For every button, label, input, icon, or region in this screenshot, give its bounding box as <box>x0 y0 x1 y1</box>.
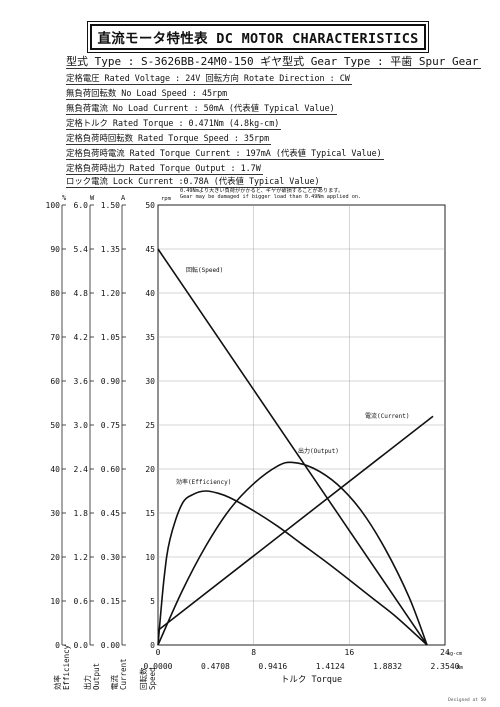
output-tick-label: 4.8 <box>74 289 89 298</box>
current-tick-label: 0.60 <box>101 465 120 474</box>
output-tick-label: 4.2 <box>74 333 89 342</box>
speed-tick-label: 35 <box>145 333 155 342</box>
efficiency-tick-label: 60 <box>50 377 60 386</box>
efficiency-tick-label: 90 <box>50 245 60 254</box>
current-tick-label: 1.05 <box>101 333 120 342</box>
series-label-2: 出力(Output) <box>298 447 339 455</box>
series-label-1: 電流(Current) <box>365 412 410 420</box>
speed-tick-label: 30 <box>145 377 155 386</box>
spec-no-load-speed: 無負荷回転数 No Load Speed : 45rpm <box>66 88 230 100</box>
output-tick-label: 3.6 <box>74 377 89 386</box>
efficiency-tick-label: 100 <box>46 201 61 210</box>
output-axis-header: W <box>90 194 95 202</box>
output-tick-label: 6.0 <box>74 201 89 210</box>
efficiency-tick-label: 30 <box>50 509 60 518</box>
x-tick-kgcm: 8 <box>251 648 256 657</box>
series-line-1 <box>157 415 434 631</box>
current-tick-label: 1.50 <box>101 201 120 210</box>
speed-tick-label: 40 <box>145 289 155 298</box>
series-label-0: 回転(Speed) <box>186 266 223 274</box>
speed-tick-label: 25 <box>145 421 155 430</box>
spec-rated-torque-output: 定格負荷時出力 Rated Torque Output : 1.7W <box>66 163 263 175</box>
x-unit-kgcm: kg-cm <box>447 651 462 657</box>
speed-tick-label: 45 <box>145 245 155 254</box>
current-axis-name-en: Current <box>119 658 128 690</box>
gear-warning-jp: 0.49Nmより大きい負荷がかかると、ギヤが破損することがあります。 <box>180 188 344 194</box>
x-tick-nm: 1.8832 <box>373 662 402 671</box>
speed-tick-label: 5 <box>150 597 155 606</box>
series-label-3: 効率(Efficiency) <box>176 478 231 486</box>
current-tick-label: 0.75 <box>101 421 120 430</box>
page-title: 直流モータ特性表 DC MOTOR CHARACTERISTICS <box>90 24 426 50</box>
gear-warning-en: Gear may be damaged if bigger load than … <box>180 194 362 200</box>
output-tick-label: 5.4 <box>74 245 89 254</box>
efficiency-tick-label: 20 <box>50 553 60 562</box>
output-tick-label: 2.4 <box>74 465 89 474</box>
x-axis-label: トルク Torque <box>281 675 342 685</box>
spec-rated-torque-current: 定格負荷時電流 Rated Torque Current : 197mA (代表… <box>66 148 384 160</box>
current-tick-label: 1.35 <box>101 245 120 254</box>
current-axis-header: A <box>121 194 126 202</box>
output-axis-name-en: Output <box>92 663 101 690</box>
x-tick-nm: 0.4708 <box>201 662 230 671</box>
x-tick-nm: 0.0000 <box>144 662 173 671</box>
efficiency-tick-label: 10 <box>50 597 60 606</box>
efficiency-tick-label: 0 <box>55 641 60 650</box>
speed-tick-label: 0 <box>150 641 155 650</box>
efficiency-tick-label: 70 <box>50 333 60 342</box>
current-tick-label: 0.45 <box>101 509 120 518</box>
speed-tick-label: 10 <box>145 553 155 562</box>
efficiency-tick-label: 80 <box>50 289 60 298</box>
series-line-0 <box>157 248 428 646</box>
x-tick-nm: 1.4124 <box>316 662 345 671</box>
speed-tick-label: 15 <box>145 509 155 518</box>
footer-note: Designed at 50 <box>448 698 486 703</box>
spec-type: 型式 Type : S-3626BB-24M0-150 ギヤ型式 Gear Ty… <box>66 55 481 69</box>
output-tick-label: 3.0 <box>74 421 89 430</box>
efficiency-tick-label: 50 <box>50 421 60 430</box>
efficiency-tick-label: 40 <box>50 465 60 474</box>
x-tick-kgcm: 24 <box>440 648 450 657</box>
spec-lock-current: ロック電流 Lock Current :0.78A (代表値 Typical V… <box>66 176 322 188</box>
efficiency-axis-header: % <box>62 194 67 202</box>
spec-no-load-current: 無負荷電流 No Load Current : 50mA (代表値 Typica… <box>66 103 337 115</box>
output-tick-label: 1.2 <box>74 553 89 562</box>
current-axis-name-jp: 電流 <box>109 675 119 690</box>
spec-rated-torque: 定格トルク Rated Torque : 0.471Nm (4.8kg-cm) <box>66 118 282 130</box>
output-tick-label: 1.8 <box>74 509 89 518</box>
series-line-3 <box>157 490 428 646</box>
x-unit-nm: Nm <box>457 665 463 671</box>
current-tick-label: 0.15 <box>101 597 120 606</box>
speed-axis-header: rpm <box>161 196 172 202</box>
x-tick-kgcm: 16 <box>345 648 355 657</box>
output-tick-label: 0.0 <box>74 641 89 650</box>
x-tick-kgcm: 0 <box>156 648 161 657</box>
current-tick-label: 0.00 <box>101 641 120 650</box>
speed-axis-name-en: Speed <box>148 667 157 690</box>
speed-axis-name-jp: 回転数 <box>138 667 148 690</box>
spec-rated-torque-speed: 定格負荷時回転数 Rated Torque Speed : 35rpm <box>66 133 272 145</box>
efficiency-axis-name-jp: 効率 <box>52 675 62 690</box>
current-tick-label: 1.20 <box>101 289 120 298</box>
series-line-2 <box>157 461 428 646</box>
x-tick-nm: 2.3540 <box>431 662 460 671</box>
current-tick-label: 0.90 <box>101 377 120 386</box>
x-tick-nm: 0.9416 <box>258 662 287 671</box>
efficiency-axis-name-en: Efficiency <box>62 644 71 690</box>
output-tick-label: 0.6 <box>74 597 89 606</box>
spec-rated-voltage: 定格電圧 Rated Voltage : 24V 回転方向 Rotate Dir… <box>66 73 352 85</box>
output-axis-name-jp: 出力 <box>82 675 92 690</box>
current-tick-label: 0.30 <box>101 553 120 562</box>
speed-tick-label: 20 <box>145 465 155 474</box>
speed-tick-label: 50 <box>145 201 155 210</box>
